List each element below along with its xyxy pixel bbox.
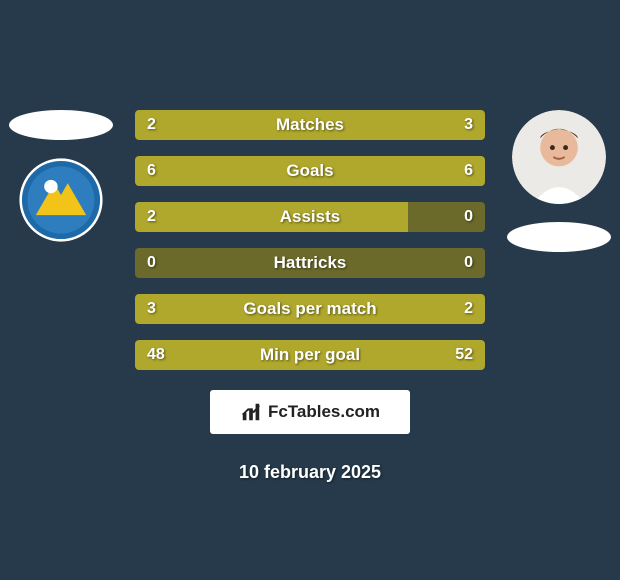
chart-icon xyxy=(240,401,262,423)
source-badge-text: FcTables.com xyxy=(268,402,380,422)
player-left xyxy=(6,110,116,242)
player-left-name-ellipse xyxy=(9,110,113,140)
source-badge: FcTables.com xyxy=(210,390,410,434)
stat-bars: 23Matches 66Goals 20Assists 00Hattricks 32Go… xyxy=(135,110,485,386)
stat-label: Matches xyxy=(135,110,485,140)
stat-row: 23Matches xyxy=(135,110,485,140)
stat-label: Hattricks xyxy=(135,248,485,278)
stat-label: Assists xyxy=(135,202,485,232)
club-crest-icon xyxy=(19,158,103,242)
stat-row: 20Assists xyxy=(135,202,485,232)
player-right xyxy=(504,110,614,252)
stat-row: 00Hattricks xyxy=(135,248,485,278)
stat-label: Goals per match xyxy=(135,294,485,324)
stat-row: 32Goals per match xyxy=(135,294,485,324)
player-right-name-ellipse xyxy=(507,222,611,252)
stat-label: Goals xyxy=(135,156,485,186)
stat-label: Min per goal xyxy=(135,340,485,370)
player-photo-icon xyxy=(512,110,606,204)
date-text: 10 february 2025 xyxy=(0,462,620,483)
stat-row: 66Goals xyxy=(135,156,485,186)
stat-row: 4852Min per goal xyxy=(135,340,485,370)
